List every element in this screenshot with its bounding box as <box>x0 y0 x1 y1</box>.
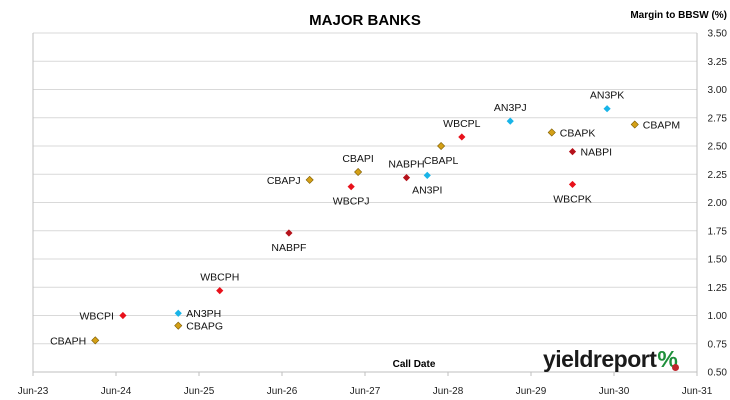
point-label-cbapm: CBAPM <box>643 120 680 132</box>
x-tick-label-0: Jun-23 <box>18 386 49 397</box>
x-tick-label-3: Jun-26 <box>267 386 298 397</box>
point-label-wbcpl: WBCPL <box>443 118 481 130</box>
x-tick-label-4: Jun-27 <box>350 386 381 397</box>
chart-title: MAJOR BANKS <box>309 12 421 29</box>
x-tick-label-5: Jun-28 <box>433 386 464 397</box>
logo-text: yieldreport <box>543 345 657 372</box>
point-label-wbcph: WBCPH <box>200 272 239 284</box>
point-cbapm <box>630 120 639 129</box>
x-tick-label-6: Jun-29 <box>516 386 547 397</box>
point-wbcpk <box>568 180 577 189</box>
point-wbcpl <box>458 133 466 141</box>
point-label-an3ph: AN3PH <box>186 308 221 320</box>
point-label-cbapg: CBAPG <box>186 321 223 333</box>
point-cbaph <box>91 336 100 345</box>
point-label-cbapi: CBAPI <box>342 153 374 165</box>
gridlines <box>33 32 697 373</box>
point-cbapk <box>547 128 556 137</box>
x-tick-labels: Jun-23 Jun-24 Jun-25 Jun-26 Jun-27 Jun-28 Jun-… <box>18 386 713 397</box>
point-label-cbapj: CBAPJ <box>267 175 301 187</box>
point-label-wbcpj: WBCPJ <box>333 196 370 208</box>
point-an3pj <box>506 117 514 125</box>
point-wbcph <box>216 287 224 295</box>
point-an3pk <box>603 105 611 113</box>
x-tick-label-2: Jun-25 <box>184 386 215 397</box>
point-label-cbaph: CBAPH <box>50 335 86 347</box>
axes <box>32 33 698 376</box>
point-nabph <box>402 174 411 182</box>
point-cbapl <box>437 141 446 151</box>
point-cbapj <box>305 175 314 184</box>
point-label-cbapl: CBAPL <box>424 155 459 167</box>
point-label-nabpf: NABPF <box>271 242 306 254</box>
y-tick-label-8: 2.50 <box>708 142 728 153</box>
yieldreport-logo: yieldreport % <box>543 345 680 372</box>
point-label-nabpi: NABPI <box>581 147 613 159</box>
point-an3ph <box>174 309 182 317</box>
logo-percent-icon: % <box>657 345 680 372</box>
point-cbapi <box>354 167 363 177</box>
y-tick-labels: 0.50 0.75 1.00 1.25 1.50 1.75 2.00 2.25 2.50 2.75… <box>708 29 728 379</box>
y-tick-label-5: 1.75 <box>708 226 728 237</box>
point-nabpi <box>568 148 577 156</box>
point-label-wbcpi: WBCPI <box>79 311 113 323</box>
y-tick-label-12: 3.50 <box>708 29 728 40</box>
point-wbcpj <box>347 183 355 191</box>
point-an3pi <box>423 171 431 179</box>
y-tick-label-1: 0.75 <box>708 339 728 350</box>
point-label-wbcpk: WBCPK <box>553 193 592 205</box>
y-axis-title: Margin to BBSW (%) <box>630 10 727 21</box>
y-tick-label-3: 1.25 <box>708 283 728 294</box>
y-tick-label-4: 1.50 <box>708 255 728 266</box>
point-label-cbapk: CBAPK <box>560 127 596 139</box>
point-label-an3pj: AN3PJ <box>494 102 527 114</box>
point-label-an3pi: AN3PI <box>412 184 442 196</box>
point-nabpf <box>285 229 293 237</box>
x-tick-label-8: Jun-31 <box>682 386 713 397</box>
point-label-an3pk: AN3PK <box>590 90 624 102</box>
y-tick-label-9: 2.75 <box>708 113 728 124</box>
point-label-nabph: NABPH <box>388 159 424 171</box>
y-tick-label-10: 3.00 <box>708 85 728 96</box>
x-tick-label-7: Jun-30 <box>599 386 630 397</box>
point-cbapg <box>174 321 183 330</box>
y-tick-label-7: 2.25 <box>708 170 728 181</box>
x-axis-title: Call Date <box>393 359 436 370</box>
x-tick-label-1: Jun-24 <box>101 386 132 397</box>
y-tick-label-0: 0.50 <box>708 368 728 379</box>
y-tick-label-6: 2.00 <box>708 198 728 209</box>
y-tick-label-11: 3.25 <box>708 57 728 68</box>
data-points <box>91 105 639 345</box>
y-tick-label-2: 1.00 <box>708 311 728 322</box>
point-wbcpi <box>119 311 127 320</box>
